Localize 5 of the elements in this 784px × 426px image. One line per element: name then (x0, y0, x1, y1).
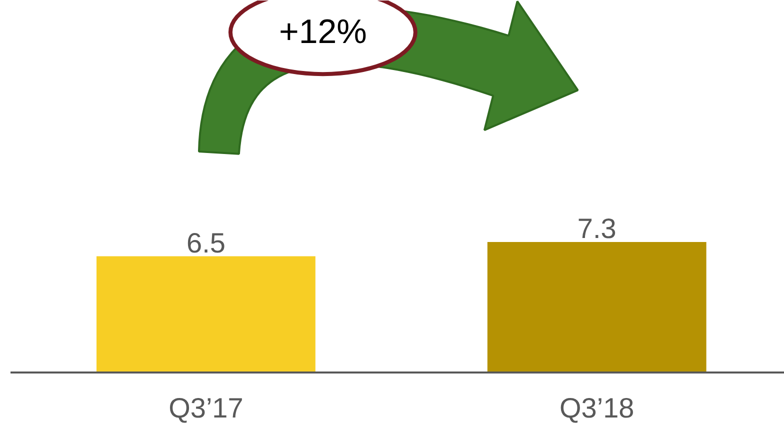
x-tick-label: Q3’18 (560, 392, 634, 424)
data-label: 7.3 (577, 213, 616, 244)
text: +12% (278, 13, 367, 52)
x-tick-label: Q3’17 (168, 392, 244, 424)
data-label: 6.5 (186, 227, 226, 258)
